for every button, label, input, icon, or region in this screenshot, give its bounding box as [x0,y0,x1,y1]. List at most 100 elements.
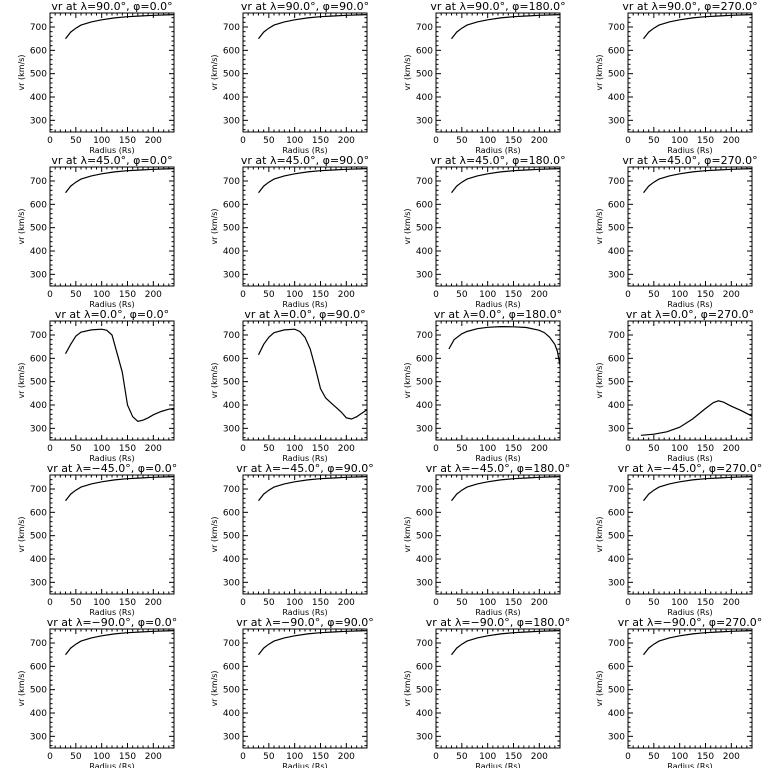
x-tick-label: 100 [93,136,110,146]
x-tick-label: 50 [456,136,468,146]
series-line [65,476,175,502]
y-tick-label: 400 [416,709,433,719]
y-tick-label: 500 [30,70,47,80]
series-line [448,325,561,366]
x-tick-label: 200 [338,752,355,762]
chart-panel-14: vr at λ=−45.0°, φ=90.0° 0 50 100 150 200 300 40… [210,462,374,617]
x-axis-label: Radius (Rs) [89,762,134,768]
chart-panel-2: vr at λ=90.0°, φ=90.0° 0 50 100 150 200 300 400… [210,0,369,155]
x-tick-label: 150 [119,136,136,146]
chart-panel-3: vr at λ=90.0°, φ=180.0° 0 50 100 150 200 300 40… [403,0,566,155]
y-axis-label: vr (km/s) [17,670,26,706]
chart-title: vr at λ=−90.0°, φ=90.0° [236,616,373,629]
y-tick-label: 600 [608,200,625,210]
series-line [258,14,368,40]
chart-panel-17: vr at λ=−90.0°, φ=0.0° 0 50 100 150 200 300 400… [17,616,177,768]
series-line [257,328,368,420]
y-tick-label: 600 [223,508,240,518]
x-tick-label: 200 [723,290,740,300]
y-tick-label: 400 [223,247,240,257]
y-tick-label: 300 [608,732,625,742]
plot-frame [242,12,368,133]
x-axis-label: Radius (Rs) [475,300,520,309]
y-tick-label: 600 [416,354,433,364]
y-tick-label: 400 [30,247,47,257]
chart-title: vr at λ=0.0°, φ=180.0° [434,308,562,321]
y-tick-label: 300 [416,424,433,434]
y-tick-label: 700 [30,177,47,187]
y-tick-label: 500 [30,378,47,388]
x-tick-label: 50 [456,444,468,454]
x-tick-label: 150 [312,598,329,608]
series-line [451,168,561,194]
chart-title: vr at λ=45.0°, φ=0.0° [51,154,172,167]
x-tick-label: 50 [263,136,275,146]
y-tick-label: 600 [416,508,433,518]
y-tick-label: 700 [608,177,625,187]
series-line [64,328,175,422]
series-line [65,14,175,40]
x-tick-label: 150 [312,290,329,300]
x-axis-label: Radius (Rs) [667,300,712,309]
y-tick-label: 700 [608,639,625,649]
x-tick-label: 200 [531,444,548,454]
x-tick-label: 0 [240,752,246,762]
y-axis-label: vr (km/s) [210,54,219,90]
chart-panel-11: vr at λ=0.0°, φ=180.0° 0 50 100 150 200 300 400… [403,308,562,463]
chart-panel-5: vr at λ=45.0°, φ=0.0° 0 50 100 150 200 300 400 5… [17,154,175,309]
y-tick-label: 600 [30,508,47,518]
y-tick-label: 500 [608,378,625,388]
x-axis-label: Radius (Rs) [89,300,134,309]
x-tick-label: 200 [723,136,740,146]
chart-panel-1: vr at λ=90.0°, φ=0.0° 0 50 100 150 200 300 400 5… [17,0,175,155]
y-axis-label: vr (km/s) [403,670,412,706]
y-tick-label: 500 [416,378,433,388]
y-tick-label: 700 [223,485,240,495]
plot-frame [242,474,368,595]
chart-title: vr at λ=0.0°, φ=0.0° [55,308,169,321]
y-tick-label: 300 [416,116,433,126]
y-tick-label: 300 [416,270,433,280]
y-axis-label: vr (km/s) [210,208,219,244]
x-tick-label: 150 [697,136,714,146]
x-tick-label: 0 [625,136,631,146]
y-tick-label: 700 [223,23,240,33]
x-tick-label: 150 [312,752,329,762]
x-tick-label: 100 [93,290,110,300]
y-tick-label: 300 [416,578,433,588]
x-tick-label: 50 [648,598,660,608]
plot-frame [242,166,368,287]
plot-frame [435,12,561,133]
y-tick-label: 500 [608,224,625,234]
x-axis-label: Radius (Rs) [667,608,712,617]
y-tick-label: 300 [223,424,240,434]
x-tick-label: 50 [648,290,660,300]
y-tick-label: 300 [223,732,240,742]
x-tick-label: 150 [312,444,329,454]
y-tick-label: 600 [223,200,240,210]
x-tick-label: 150 [505,752,522,762]
x-tick-label: 150 [505,290,522,300]
chart-title: vr at λ=45.0°, φ=270.0° [622,154,757,167]
y-tick-label: 600 [30,662,47,672]
y-tick-label: 500 [416,224,433,234]
x-tick-label: 150 [119,598,136,608]
chart-panel-4: vr at λ=90.0°, φ=270.0° 0 50 100 150 200 300 40… [595,0,758,155]
x-tick-label: 200 [531,290,548,300]
series-line [643,14,753,40]
y-axis-label: vr (km/s) [403,516,412,552]
x-tick-label: 50 [263,290,275,300]
y-tick-label: 700 [608,485,625,495]
y-tick-label: 400 [30,93,47,103]
x-tick-label: 100 [286,290,303,300]
y-tick-label: 300 [30,424,47,434]
x-tick-label: 200 [145,444,162,454]
chart-title: vr at λ=90.0°, φ=0.0° [51,0,172,13]
y-tick-label: 700 [416,331,433,341]
plot-frame [627,166,753,287]
y-tick-label: 600 [416,200,433,210]
series-line [643,630,753,656]
x-tick-label: 50 [456,598,468,608]
x-tick-label: 200 [723,598,740,608]
